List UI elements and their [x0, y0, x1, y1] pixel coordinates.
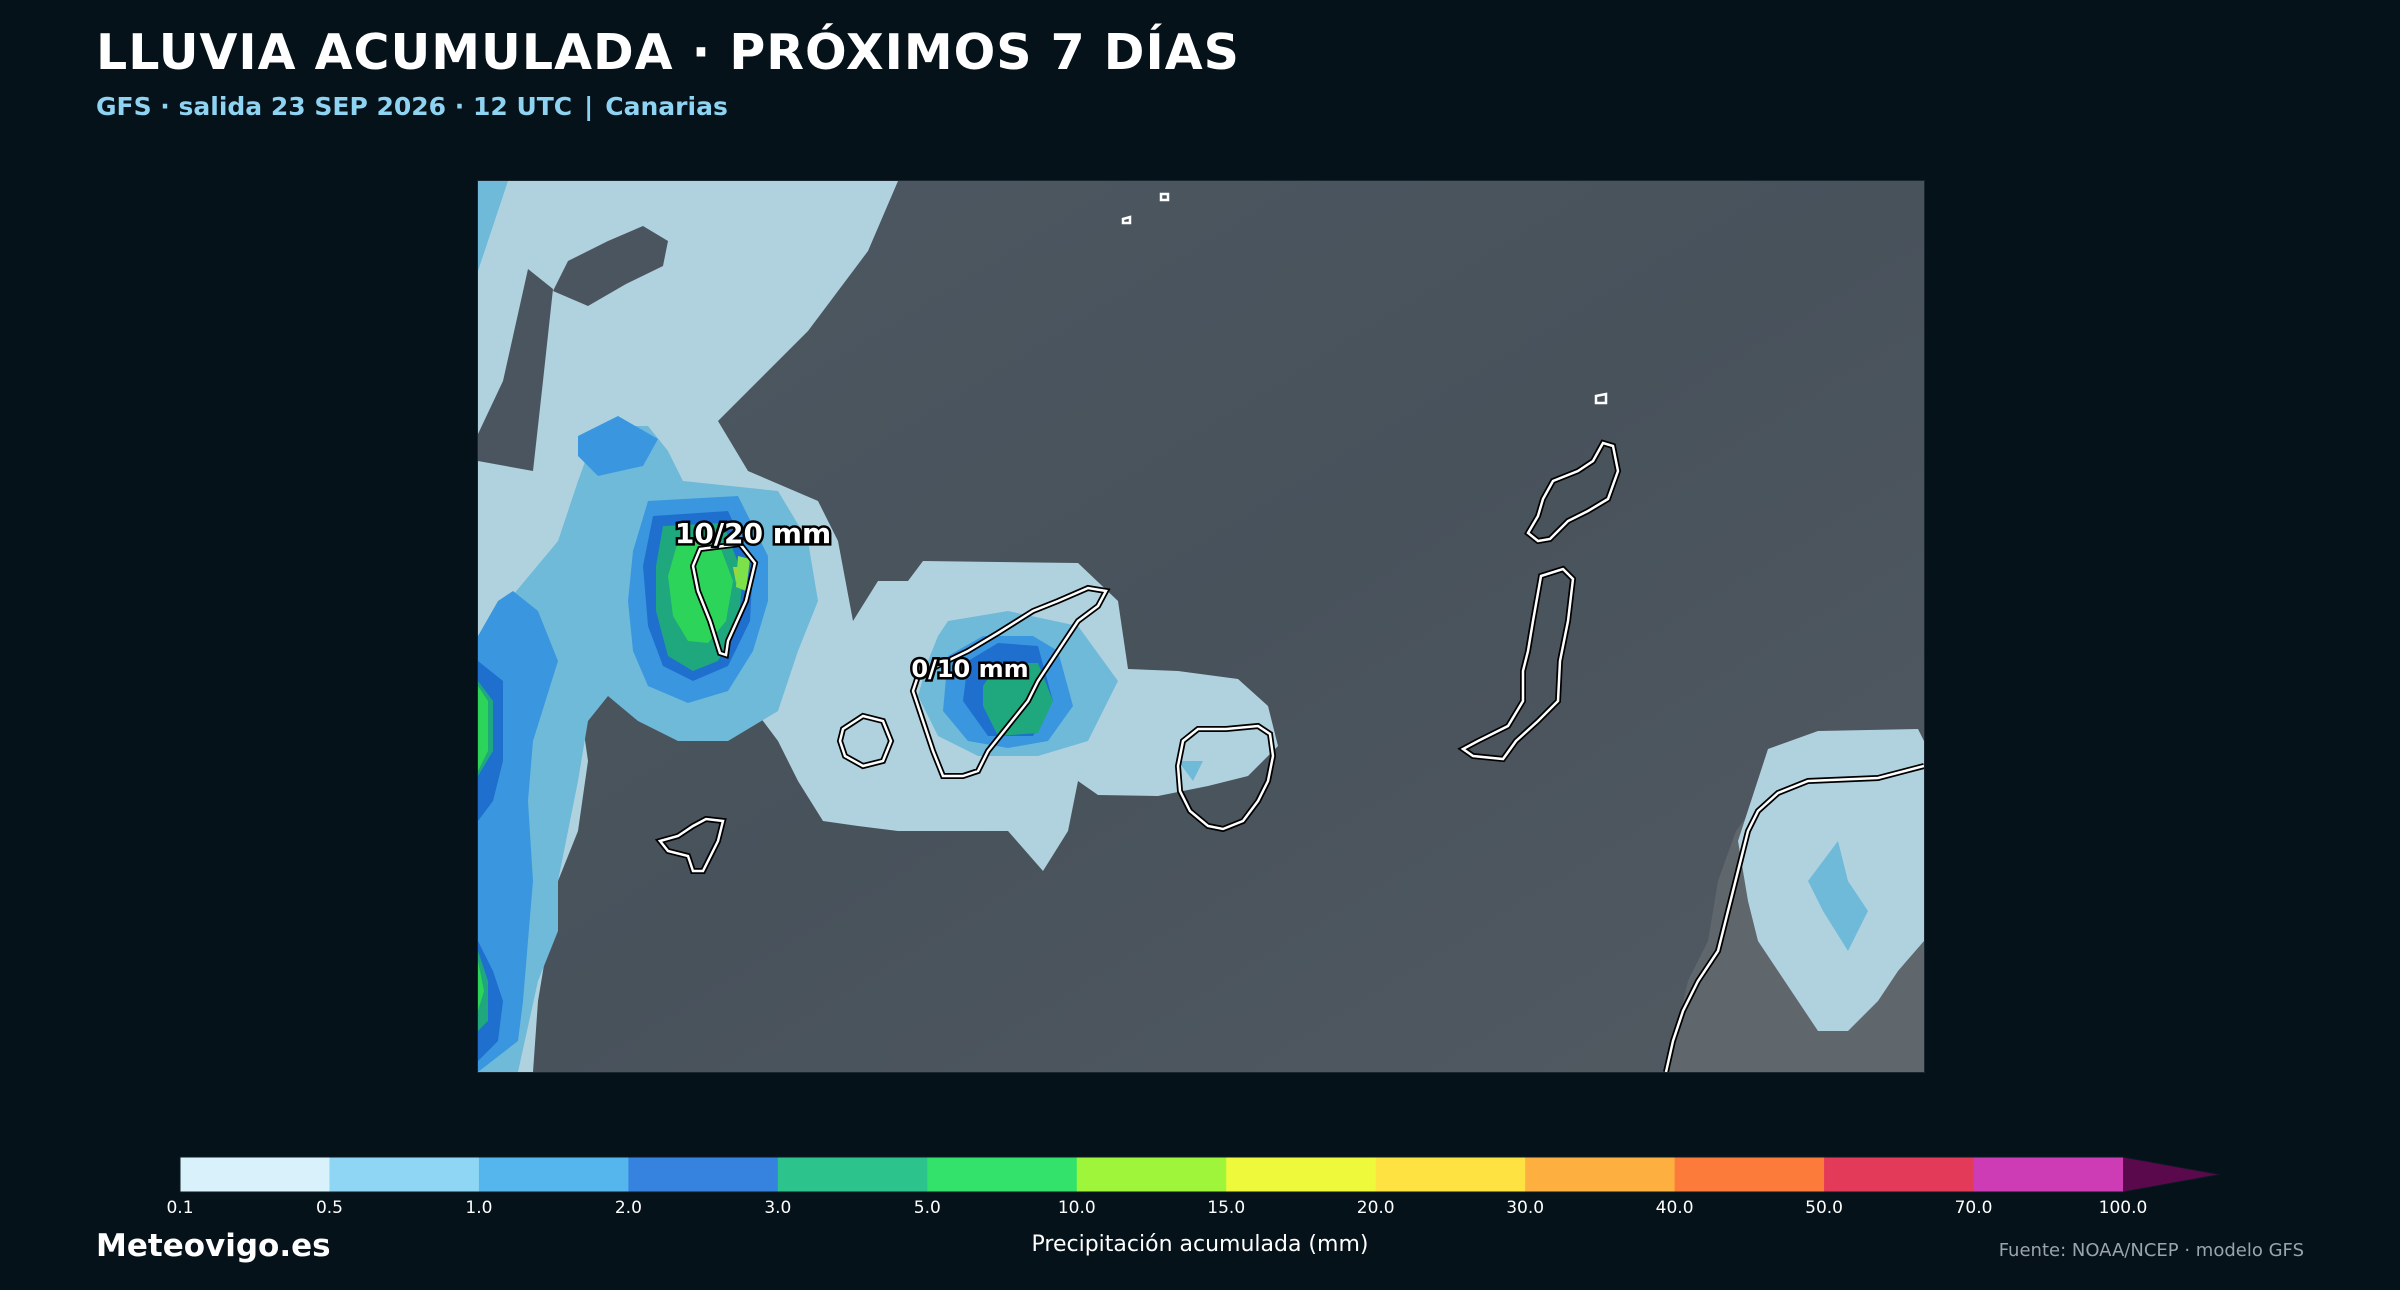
- colorbar-bin-9: [1525, 1157, 1676, 1192]
- colorbar-tick-label: 0.1: [166, 1198, 193, 1218]
- map-title: LLUVIA ACUMULADA · PRÓXIMOS 7 DÍAS: [96, 24, 1240, 81]
- colorbar-bin-8: [1375, 1157, 1526, 1192]
- colorbar-bin-4: [777, 1157, 928, 1192]
- colorbar-bin-7: [1226, 1157, 1377, 1192]
- map-canvas: 10/20 mm 0/10 mm: [478, 181, 1924, 1072]
- colorbar-tick-label: 10.0: [1058, 1198, 1096, 1218]
- subtitle-region: Canarias: [605, 92, 728, 121]
- colorbar-bin-12: [1973, 1157, 2124, 1192]
- subtitle-model-run: GFS · salida 23 SEP 2026 · 12 UTC: [96, 92, 573, 121]
- colorbar-tick-label: 100.0: [2099, 1198, 2148, 1218]
- colorbar-bin-5: [927, 1157, 1078, 1192]
- colorbar-bin-3: [628, 1157, 779, 1192]
- colorbar-bin-0: [180, 1157, 330, 1192]
- colorbar-tick-label: 5.0: [914, 1198, 941, 1218]
- colorbar-extend-arrow: [2123, 1157, 2220, 1192]
- precipitation-map[interactable]: 10/20 mm 0/10 mm: [477, 180, 1925, 1073]
- colorbar-tick-label: 70.0: [1955, 1198, 1993, 1218]
- colorbar-tick-label: 1.0: [465, 1198, 492, 1218]
- colorbar-tick-label: 0.5: [316, 1198, 343, 1218]
- colorbar-tick-label: 50.0: [1805, 1198, 1843, 1218]
- colorbar-tick-label: 3.0: [764, 1198, 791, 1218]
- colorbar-bin-10: [1674, 1157, 1825, 1192]
- colorbar-bin-11: [1824, 1157, 1975, 1192]
- colorbar-outline: [179, 1156, 2221, 1193]
- colorbar-tick-label: 30.0: [1506, 1198, 1544, 1218]
- islet-alegranza: [1159, 192, 1170, 202]
- subtitle-separator: |: [584, 92, 594, 121]
- data-source: Fuente: NOAA/NCEP · modelo GFS: [1998, 1240, 2304, 1261]
- coastlines: [654, 192, 1924, 1072]
- islet-salvajes: [1121, 215, 1132, 225]
- colorbar-bin-1: [329, 1157, 480, 1192]
- annotation-la-palma: 10/20 mm: [675, 517, 831, 550]
- colorbar-tick-label: 15.0: [1207, 1198, 1245, 1218]
- colorbar-bin-6: [1076, 1157, 1227, 1192]
- islet-graciosa: [1594, 392, 1608, 405]
- colorbar-label: Precipitación acumulada (mm): [1031, 1232, 1369, 1257]
- colorbar-ticks: 0.1 0.5 1.0 2.0 3.0 5.0 10.0 15.0 20.0 30.0 40.0 50…: [166, 1198, 2147, 1218]
- colorbar-tick-label: 20.0: [1357, 1198, 1395, 1218]
- colorbar-boxes: [179, 1156, 2221, 1193]
- annotation-tenerife: 0/10 mm: [911, 655, 1028, 683]
- brand-logo-text: Meteovigo.es: [96, 1228, 331, 1264]
- colorbar-bin-2: [478, 1157, 629, 1192]
- map-subtitle: GFS · salida 23 SEP 2026 · 12 UTC | Canari…: [96, 92, 728, 121]
- colorbar-tick-label: 40.0: [1656, 1198, 1694, 1218]
- colorbar-tick-label: 2.0: [615, 1198, 642, 1218]
